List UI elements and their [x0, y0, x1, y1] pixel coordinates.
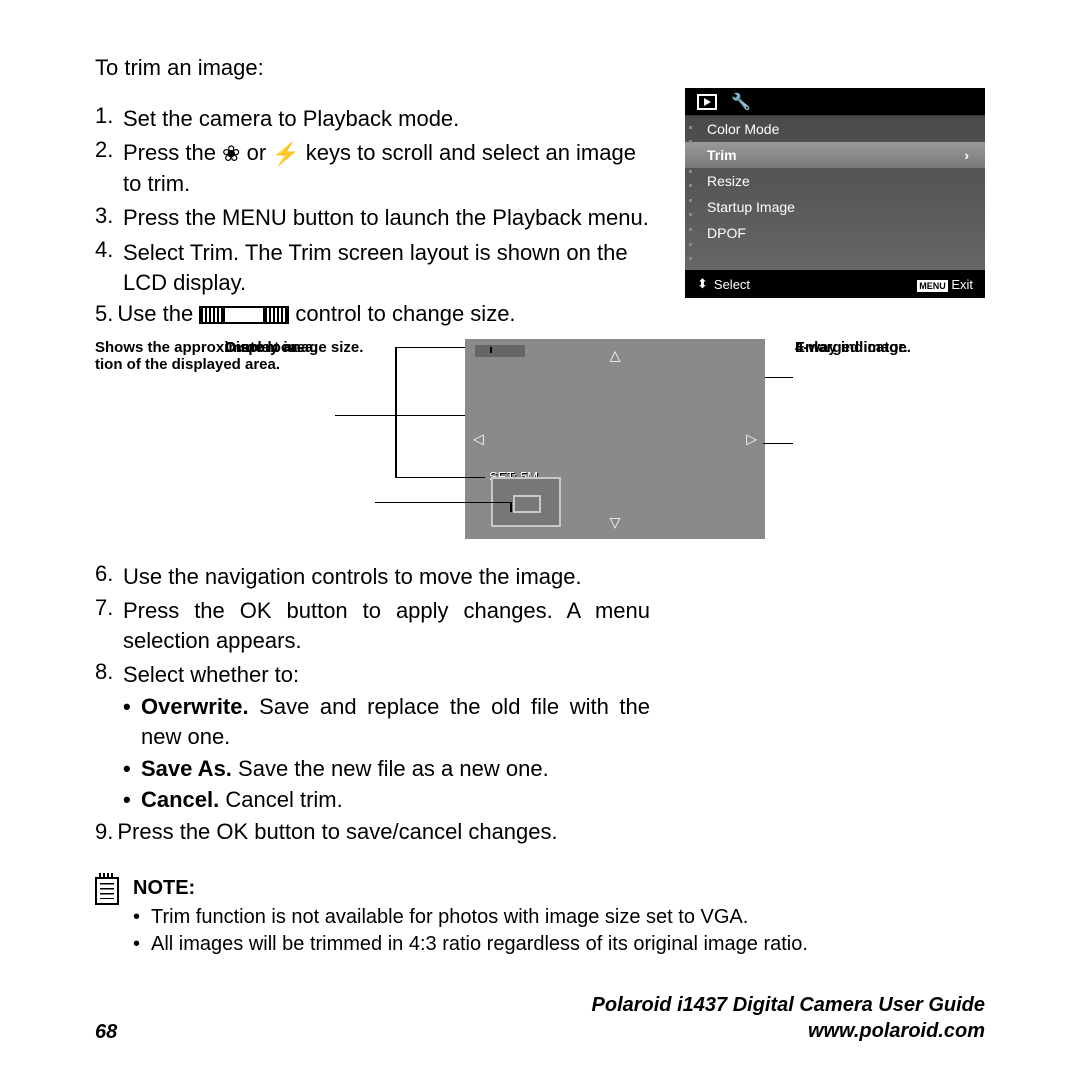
arrow-up-icon: △: [610, 347, 621, 364]
step-4: Select Trim. The Trim screen layout is s…: [95, 235, 650, 297]
menu-item-color-mode: Color Mode: [685, 116, 985, 142]
arrow-down-icon: ▽: [610, 514, 621, 531]
steps-bottom: Use the navigation controls to move the …: [95, 559, 650, 815]
note-icon: [95, 877, 119, 905]
arrow-left-icon: ◁: [473, 430, 484, 447]
save-options: Overwrite. Save and replace the old file…: [95, 692, 650, 815]
page-footer: 68 Polaroid i1437 Digital Camera User Gu…: [95, 992, 985, 1044]
play-icon: [697, 94, 717, 110]
step-7: Press the OK button to apply changes. A …: [95, 593, 650, 655]
footer-title: Polaroid i1437 Digital Camera User Guide: [592, 992, 985, 1018]
menu-item-startup-image: Startup Image: [685, 194, 985, 220]
step-5: 5.Use the control to change size.: [95, 299, 975, 329]
step-3: Press the MENU button to launch the Play…: [95, 201, 650, 233]
flower-icon: ❀: [222, 139, 240, 169]
camera-menu-screenshot: 🔧 Color ModeTrim›ResizeStartup ImageDPOF…: [685, 88, 985, 298]
tool-icon: 🔧: [731, 92, 751, 112]
menu-item-dpof: DPOF: [685, 220, 985, 246]
step-1: Set the camera to Playback mode.: [95, 101, 650, 133]
note-item-0: Trim function is not available for photo…: [133, 904, 975, 931]
step-2: Press the ❀ or ⚡ keys to scroll and sele…: [95, 135, 650, 198]
page-number: 68: [95, 1021, 117, 1044]
zoom-control-icon: [199, 306, 289, 324]
footer-url: www.polaroid.com: [592, 1018, 985, 1044]
step-8: Select whether to:: [95, 657, 650, 689]
steps-top: Set the camera to Playback mode. Press t…: [95, 101, 650, 297]
camera-menu-list: Color ModeTrim›ResizeStartup ImageDPOF: [685, 116, 985, 270]
label-4way: 4-way indicator.: [795, 339, 908, 356]
menu-item-trim: Trim›: [685, 142, 985, 168]
exit-hint: MENU Exit: [917, 277, 973, 292]
flash-icon: ⚡: [272, 139, 299, 169]
option-1: Save As. Save the new file as a new one.: [123, 754, 650, 784]
menu-item-resize: Resize: [685, 168, 985, 194]
option-0: Overwrite. Save and replace the old file…: [123, 692, 650, 752]
arrow-right-icon: ▷: [746, 430, 757, 447]
step-9: 9.Press the OK button to save/cancel cha…: [95, 817, 975, 847]
option-2: Cancel. Cancel trim.: [123, 785, 650, 815]
note-item-1: All images will be trimmed in 4:3 ratio …: [133, 931, 975, 958]
trim-diagram: △ ▽ ◁ ▷ SET: 5M Current image size. Disp…: [95, 339, 975, 549]
select-hint: ⬍ Select: [697, 276, 750, 292]
step-6: Use the navigation controls to move the …: [95, 559, 650, 591]
label-location: Shows the approximate loca-tion of the d…: [95, 339, 375, 373]
note-heading: NOTE:: [133, 877, 975, 900]
section-title: To trim an image:: [95, 55, 985, 81]
note-block: NOTE: Trim function is not available for…: [95, 877, 975, 958]
